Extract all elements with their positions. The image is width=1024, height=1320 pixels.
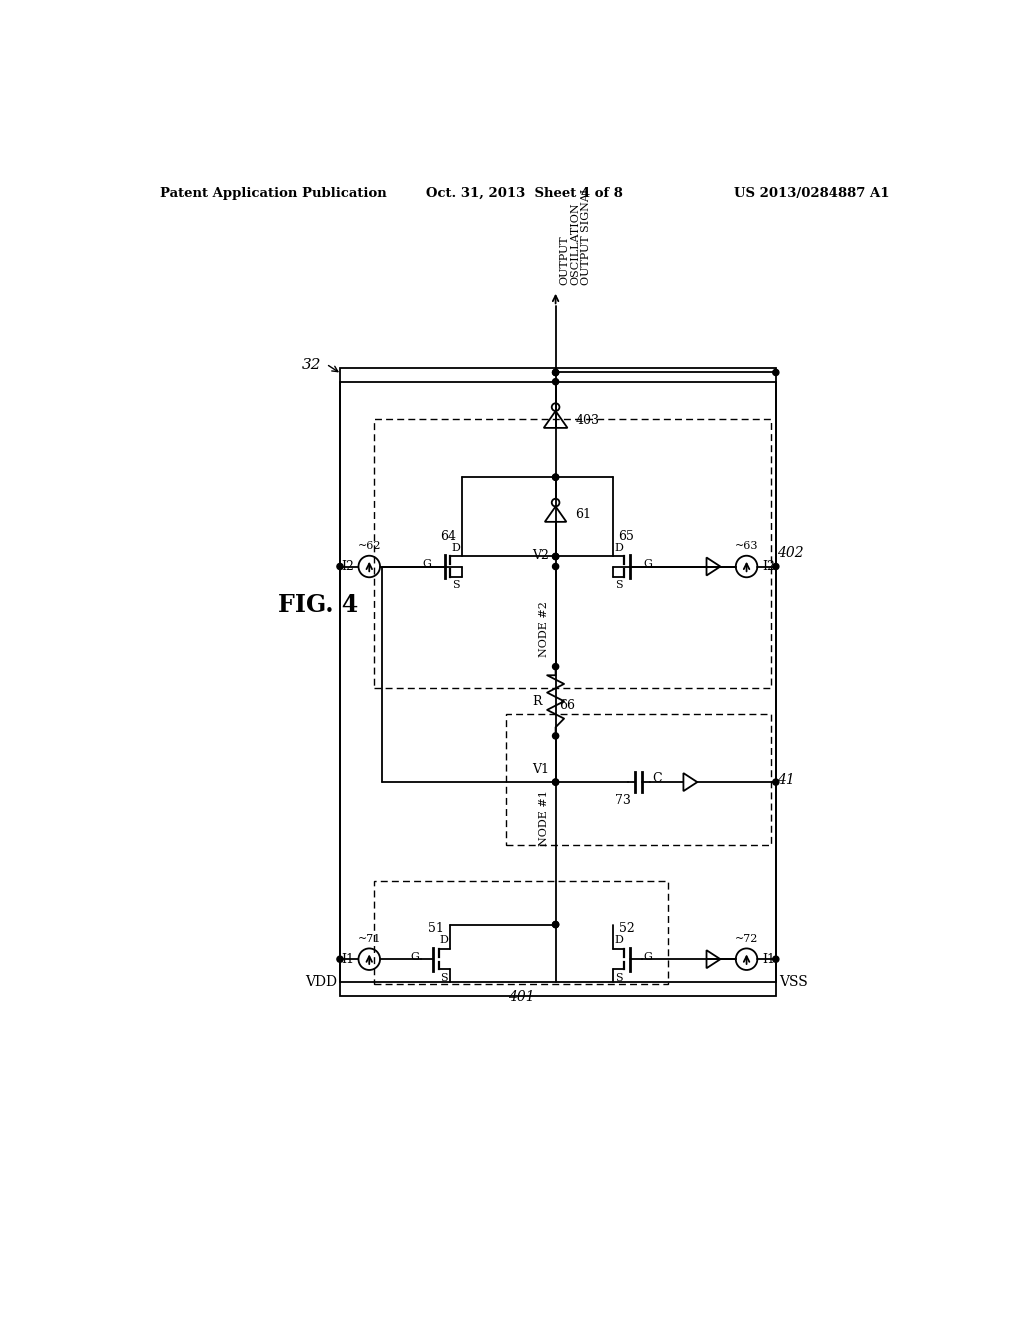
Circle shape [773,564,779,570]
Text: 32: 32 [302,358,322,372]
Circle shape [773,370,779,376]
Text: 73: 73 [615,793,632,807]
Text: 61: 61 [575,508,592,520]
Bar [340,368,776,997]
Text: Oct. 31, 2013  Sheet 4 of 8: Oct. 31, 2013 Sheet 4 of 8 [426,187,624,199]
Text: 66: 66 [559,698,575,711]
Text: VDD: VDD [305,975,337,989]
Circle shape [553,474,559,480]
Bar [374,880,668,983]
Text: R: R [532,694,542,708]
Text: I2: I2 [762,560,775,573]
Text: ~62: ~62 [357,541,381,552]
Text: S: S [615,973,623,983]
Circle shape [553,733,559,739]
Circle shape [553,474,559,480]
Bar [506,714,771,845]
Circle shape [553,921,559,928]
Text: OSCILLATION: OSCILLATION [570,202,581,285]
Text: ~72: ~72 [735,933,758,944]
Text: S: S [452,581,460,590]
Text: NODE #2: NODE #2 [540,602,550,657]
Text: C: C [652,772,663,785]
Circle shape [553,779,559,785]
Text: D: D [451,543,460,553]
Circle shape [553,779,559,785]
Circle shape [553,370,559,376]
Circle shape [553,553,559,560]
Text: 51: 51 [428,923,444,936]
Circle shape [773,779,779,785]
Text: 401: 401 [508,990,535,1005]
Text: NODE #1: NODE #1 [540,789,550,846]
Text: FIG. 4: FIG. 4 [279,593,358,616]
Text: Patent Application Publication: Patent Application Publication [160,187,387,199]
Text: 64: 64 [439,529,456,543]
Text: S: S [615,581,623,590]
Text: S: S [440,973,447,983]
Text: I1: I1 [341,953,354,966]
Text: G: G [411,952,419,962]
Text: ~63: ~63 [735,541,759,552]
Text: OUTPUT: OUTPUT [559,235,569,285]
Bar [374,418,771,688]
Text: G: G [643,952,652,962]
Text: G: G [643,560,652,569]
Text: D: D [614,936,624,945]
Text: 65: 65 [618,529,635,543]
Text: I1: I1 [762,953,775,966]
Circle shape [337,564,343,570]
Text: D: D [614,543,624,553]
Circle shape [553,379,559,385]
Text: D: D [439,936,449,945]
Text: V1: V1 [532,763,550,776]
Text: VSS: VSS [779,975,808,989]
Text: G: G [422,560,431,569]
Circle shape [553,564,559,570]
Text: I2: I2 [341,560,354,573]
Circle shape [337,956,343,962]
Text: OUTPUT SIGNAL: OUTPUT SIGNAL [581,185,591,285]
Text: ~71: ~71 [357,933,381,944]
Text: 52: 52 [618,923,634,936]
Circle shape [773,956,779,962]
Text: 403: 403 [575,413,600,426]
Text: 41: 41 [777,772,795,787]
Text: 402: 402 [777,546,804,561]
Circle shape [553,664,559,669]
Text: V2: V2 [532,549,550,562]
Circle shape [553,370,559,376]
Text: US 2013/0284887 A1: US 2013/0284887 A1 [733,187,889,199]
Circle shape [553,921,559,928]
Circle shape [553,553,559,560]
